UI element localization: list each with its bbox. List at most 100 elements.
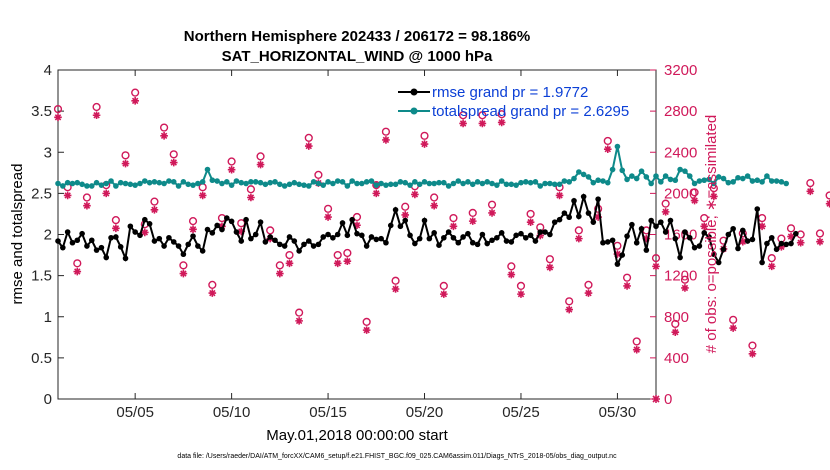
rmse-point xyxy=(392,207,399,213)
obs-count-point xyxy=(343,248,352,266)
obs-possible-marker xyxy=(565,297,574,306)
rmse-point xyxy=(407,232,413,239)
totalspread-point xyxy=(132,182,138,188)
totalspread-point xyxy=(754,177,761,184)
rmse-point xyxy=(397,223,404,230)
totalspread-point xyxy=(69,180,76,187)
obs-count-point xyxy=(574,226,583,243)
totalspread-point xyxy=(653,173,659,179)
rmse-point xyxy=(359,232,365,239)
totalspread-point xyxy=(600,178,606,184)
totalspread-point xyxy=(576,169,582,175)
legend: rmse grand pr = 1.9772 totalspread grand… xyxy=(398,84,629,120)
obs-assimilated-marker xyxy=(700,222,709,231)
totalspread-point xyxy=(551,181,558,188)
obs-assimilated-marker xyxy=(131,97,139,105)
y-left-tick-label: 1 xyxy=(44,309,52,326)
totalspread-point xyxy=(387,181,394,188)
totalspread-point xyxy=(170,179,177,185)
obs-count-point xyxy=(700,213,709,231)
obs-count-point xyxy=(545,255,555,272)
obs-assimilated-marker xyxy=(247,193,255,202)
totalspread-point xyxy=(55,180,61,187)
obs-possible-marker xyxy=(584,280,593,289)
obs-count-point xyxy=(179,261,188,278)
totalspread-point xyxy=(156,179,163,186)
obs-count-point xyxy=(53,104,63,122)
rmse-point xyxy=(720,246,727,253)
obs-count-point xyxy=(690,188,699,205)
rmse-point xyxy=(465,230,471,237)
obs-assimilated-marker xyxy=(391,285,400,293)
totalspread-point xyxy=(590,179,597,186)
totalspread-point xyxy=(633,175,640,182)
y-left-tick-label: 2.5 xyxy=(31,185,52,202)
totalspread-point xyxy=(320,182,327,188)
totalspread-point xyxy=(407,182,413,188)
obs-count-point xyxy=(159,123,169,140)
totalspread-point xyxy=(542,180,548,187)
rmse-point xyxy=(701,230,708,236)
totalspread-point xyxy=(305,183,312,189)
rmse-point xyxy=(436,242,442,248)
totalspread-point xyxy=(715,174,722,180)
obs-assimilated-marker xyxy=(613,250,622,258)
totalspread-point xyxy=(643,174,650,180)
obs-zero-marker xyxy=(652,395,660,403)
totalspread-point xyxy=(624,176,630,183)
obs-possible-marker xyxy=(622,273,632,282)
totalspread-point xyxy=(455,178,462,184)
obs-count-point xyxy=(131,88,140,105)
totalspread-point xyxy=(252,179,259,185)
obs-possible-marker xyxy=(391,276,400,285)
rmse-point xyxy=(354,230,360,237)
totalspread-point xyxy=(441,179,447,186)
obs-count-point xyxy=(256,152,265,169)
obs-count-point xyxy=(622,273,632,290)
obs-assimilated-marker xyxy=(623,282,631,290)
obs-assimilated-marker xyxy=(758,222,766,231)
obs-assimilated-marker xyxy=(594,213,602,221)
obs-possible-marker xyxy=(767,254,776,263)
x-tick-label: 05/25 xyxy=(502,404,540,421)
obs-assimilated-marker xyxy=(227,165,236,174)
obs-count-series xyxy=(53,88,830,403)
totalspread-point xyxy=(330,180,336,187)
rmse-point xyxy=(281,243,288,249)
totalspread-point xyxy=(537,183,544,189)
obs-assimilated-marker xyxy=(54,113,62,122)
rmse-point xyxy=(571,197,577,204)
rmse-point xyxy=(754,206,761,212)
obs-possible-marker xyxy=(227,157,236,166)
totalspread-point xyxy=(667,176,674,183)
obs-count-point xyxy=(111,216,120,233)
totalspread-point xyxy=(489,180,495,187)
totalspread-point xyxy=(334,178,341,184)
obs-assimilated-marker xyxy=(642,234,651,243)
totalspread-point xyxy=(223,179,230,185)
totalspread-point xyxy=(706,176,712,183)
totalspread-point xyxy=(585,174,592,180)
obs-assimilated-marker xyxy=(256,160,265,169)
obs-assimilated-marker xyxy=(459,119,467,128)
rmse-point xyxy=(93,247,100,253)
totalspread-point xyxy=(392,181,399,188)
rmse-point xyxy=(84,243,90,249)
obs-assimilated-marker xyxy=(218,222,226,231)
totalspread-point xyxy=(315,180,322,187)
rmse-point xyxy=(773,246,780,253)
obs-assimilated-marker xyxy=(92,111,101,120)
totalspread-point xyxy=(522,179,529,185)
obs-assimilated-marker xyxy=(411,190,419,199)
totalspread-point xyxy=(344,183,351,189)
totalspread-point xyxy=(527,179,534,186)
rmse-point xyxy=(638,225,645,232)
obs-possible-marker xyxy=(208,280,217,289)
totalspread-point xyxy=(93,179,100,186)
obs-count-point xyxy=(150,197,159,214)
rmse-point xyxy=(527,232,534,239)
obs-count-point xyxy=(121,151,130,168)
obs-possible-marker xyxy=(314,170,323,179)
